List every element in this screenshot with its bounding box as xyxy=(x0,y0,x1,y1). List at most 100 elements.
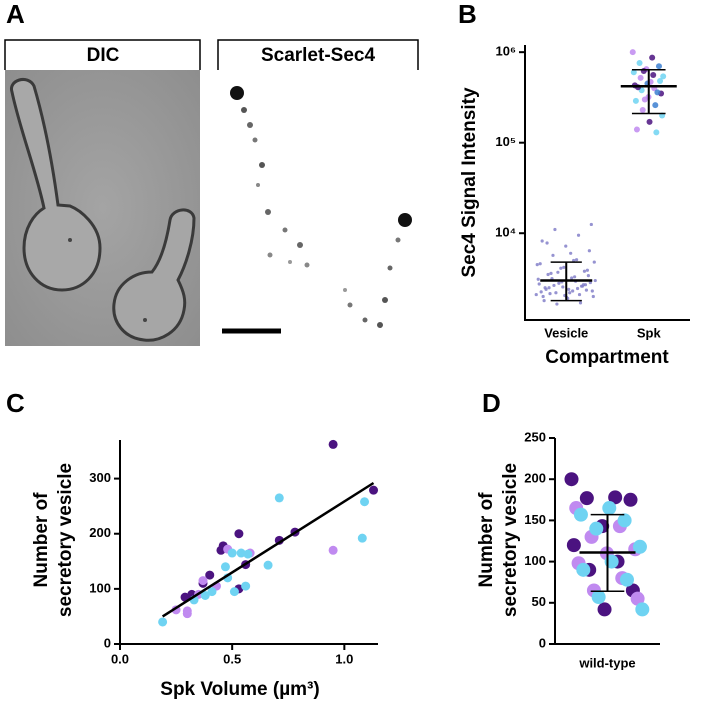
y-tick-label: 200 xyxy=(524,471,546,486)
data-point xyxy=(639,106,646,113)
data-point xyxy=(581,283,586,287)
panel-label: D xyxy=(482,388,501,418)
data-point xyxy=(576,233,581,237)
data-point xyxy=(205,570,215,580)
panel-label: C xyxy=(6,388,25,418)
y-tick-label: 100 xyxy=(524,553,546,568)
data-point xyxy=(578,301,583,305)
data-point xyxy=(569,251,573,255)
y-tick-label: 300 xyxy=(89,470,111,485)
data-point xyxy=(636,59,643,66)
y-axis-title: Number of xyxy=(31,492,52,588)
data-point xyxy=(571,289,575,293)
x-tick-label: wild-type xyxy=(578,655,635,670)
data-point xyxy=(641,96,648,103)
data-point xyxy=(649,54,656,61)
data-point xyxy=(591,590,606,605)
data-point xyxy=(597,602,612,617)
data-point xyxy=(552,283,556,288)
data-point xyxy=(579,491,594,506)
x-tick-label: 0.0 xyxy=(111,651,129,666)
data-point xyxy=(534,292,538,297)
data-point xyxy=(652,102,659,109)
data-point xyxy=(553,227,557,232)
data-point xyxy=(541,294,545,299)
fluorescence-image xyxy=(218,70,418,346)
data-point xyxy=(200,590,210,600)
data-point xyxy=(556,270,560,274)
data-point xyxy=(646,118,653,125)
data-point xyxy=(554,291,558,295)
data-point xyxy=(589,222,593,227)
data-point xyxy=(559,266,563,270)
data-point xyxy=(567,287,571,291)
x-axis-title: Compartment xyxy=(545,347,669,368)
data-point xyxy=(635,602,650,617)
data-point xyxy=(538,262,542,266)
data-point xyxy=(574,258,579,262)
data-point xyxy=(619,572,634,587)
data-point xyxy=(630,591,645,606)
data-point xyxy=(657,78,664,85)
data-point xyxy=(543,286,547,290)
data-point xyxy=(640,67,647,74)
axis-line xyxy=(524,45,690,321)
data-point xyxy=(590,289,594,293)
panel-label: A xyxy=(6,0,25,29)
data-point xyxy=(633,126,640,133)
axis-line xyxy=(119,440,378,645)
y-tick-label: 10⁵ xyxy=(495,134,516,149)
data-point xyxy=(608,490,623,505)
data-point xyxy=(573,275,577,279)
x-tick-label: Vesicle xyxy=(544,325,588,340)
y-tick-label: 0 xyxy=(104,635,111,650)
y-axis-title: secretory vesicle xyxy=(500,463,521,617)
data-point xyxy=(623,492,638,507)
data-point xyxy=(655,63,662,70)
data-point xyxy=(632,97,639,104)
panel-label: B xyxy=(458,0,477,29)
data-point xyxy=(654,89,661,96)
data-point xyxy=(557,281,561,285)
data-point xyxy=(561,285,565,289)
data-point xyxy=(243,549,253,559)
fit-line xyxy=(161,481,375,618)
data-point xyxy=(589,521,604,536)
y-tick-label: 0 xyxy=(539,635,546,650)
data-point xyxy=(182,609,192,619)
x-tick-label: 1.0 xyxy=(335,651,353,666)
y-tick-label: 100 xyxy=(89,580,111,595)
data-point xyxy=(629,49,636,56)
y-axis-title: secretory vesicle xyxy=(55,463,76,617)
data-point xyxy=(577,292,582,297)
data-point xyxy=(236,548,246,558)
y-tick-label: 200 xyxy=(89,525,111,540)
data-point xyxy=(227,548,237,558)
data-point xyxy=(548,292,552,296)
data-point xyxy=(539,290,543,294)
data-point xyxy=(234,529,244,539)
data-point xyxy=(572,258,576,263)
data-point xyxy=(545,241,549,245)
data-point xyxy=(564,244,568,248)
y-axis-title: Sec4 Signal Intensity xyxy=(459,87,480,277)
data-point xyxy=(357,533,367,543)
data-point xyxy=(630,69,637,76)
data-point xyxy=(632,539,647,554)
data-point xyxy=(566,538,581,553)
header-bracket xyxy=(4,39,201,70)
x-tick-label: Spk xyxy=(637,325,662,340)
data-point xyxy=(207,587,217,597)
data-point xyxy=(576,562,591,577)
data-point xyxy=(582,269,587,273)
data-point xyxy=(592,260,596,264)
data-point xyxy=(263,560,273,570)
data-point xyxy=(575,286,580,291)
data-point xyxy=(587,249,591,253)
x-axis-title: Spk Volume (µm³) xyxy=(160,679,319,700)
data-point xyxy=(584,288,589,292)
data-point xyxy=(653,129,660,136)
data-point xyxy=(542,299,546,303)
x-tick-label: 0.5 xyxy=(223,651,241,666)
